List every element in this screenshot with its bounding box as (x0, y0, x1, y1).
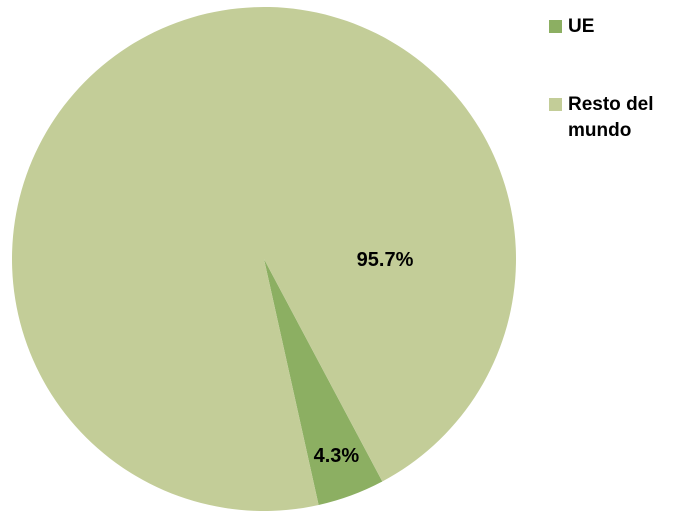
legend-swatch-ue (549, 20, 562, 33)
pie-data-labels: 4.3% 95.7% (314, 249, 414, 467)
pie-slices (12, 7, 517, 511)
legend-label-resto-del-mundo: Resto del mundo (568, 94, 654, 141)
data-label-resto-del-mundo: 95.7% (357, 249, 414, 271)
chart-legend: UE Resto del mundo (549, 14, 677, 144)
legend-item-resto-del-mundo: Resto del mundo (549, 92, 677, 144)
legend-label-ue: UE (568, 16, 595, 37)
legend-item-ue: UE (549, 14, 677, 40)
pie-slice-ue (264, 259, 383, 506)
pie-slice-resto-del-mundo (12, 7, 517, 511)
data-label-ue: 4.3% (314, 445, 360, 467)
legend-swatch-resto-del-mundo (549, 98, 562, 111)
